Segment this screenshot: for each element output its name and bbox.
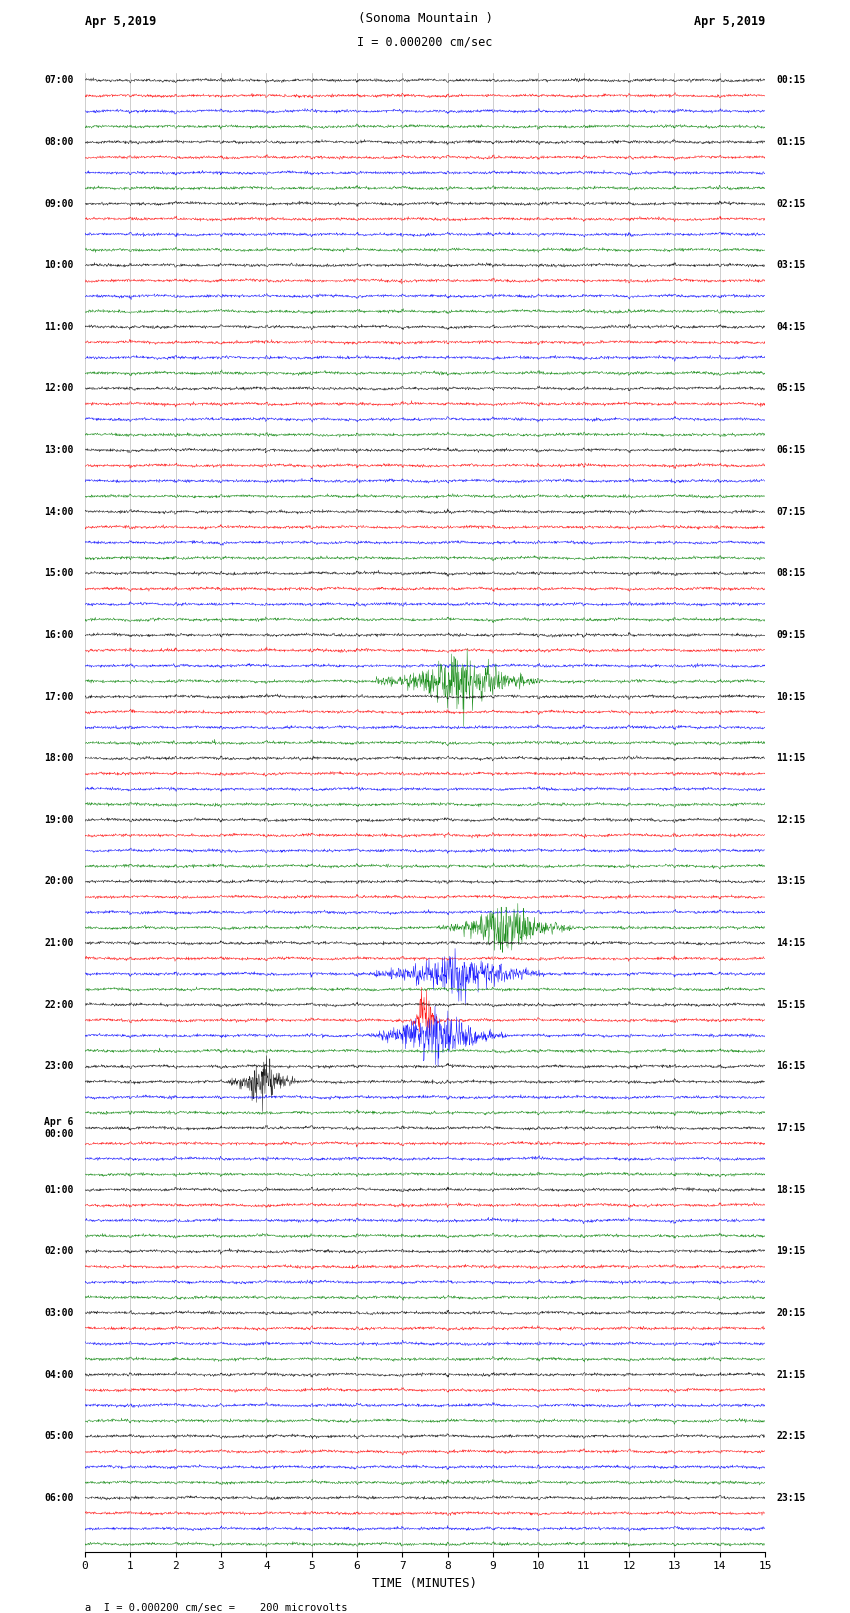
- Text: 18:00: 18:00: [44, 753, 74, 763]
- Text: 19:00: 19:00: [44, 815, 74, 824]
- Text: 13:00: 13:00: [44, 445, 74, 455]
- Text: 22:00: 22:00: [44, 1000, 74, 1010]
- Text: Apr 6
00:00: Apr 6 00:00: [44, 1118, 74, 1139]
- Text: 11:15: 11:15: [776, 753, 806, 763]
- Text: 14:00: 14:00: [44, 506, 74, 516]
- Text: 21:15: 21:15: [776, 1369, 806, 1379]
- Text: 20:15: 20:15: [776, 1308, 806, 1318]
- Text: 05:15: 05:15: [776, 384, 806, 394]
- Text: 13:15: 13:15: [776, 876, 806, 887]
- Text: 12:00: 12:00: [44, 384, 74, 394]
- Text: 09:15: 09:15: [776, 631, 806, 640]
- Text: 17:00: 17:00: [44, 692, 74, 702]
- Text: 16:15: 16:15: [776, 1061, 806, 1071]
- Text: Apr 5,2019: Apr 5,2019: [85, 15, 156, 27]
- Text: a  I = 0.000200 cm/sec =    200 microvolts: a I = 0.000200 cm/sec = 200 microvolts: [85, 1603, 348, 1613]
- Text: 01:00: 01:00: [44, 1184, 74, 1195]
- Text: 16:00: 16:00: [44, 631, 74, 640]
- Text: 07:15: 07:15: [776, 506, 806, 516]
- Text: 18:15: 18:15: [776, 1184, 806, 1195]
- Text: 15:00: 15:00: [44, 568, 74, 579]
- Text: 07:00: 07:00: [44, 76, 74, 85]
- Text: 03:00: 03:00: [44, 1308, 74, 1318]
- Text: 06:15: 06:15: [776, 445, 806, 455]
- Text: 21:00: 21:00: [44, 939, 74, 948]
- Text: 14:15: 14:15: [776, 939, 806, 948]
- Text: 09:00: 09:00: [44, 198, 74, 208]
- Text: 10:15: 10:15: [776, 692, 806, 702]
- Text: 00:15: 00:15: [776, 76, 806, 85]
- Text: 19:15: 19:15: [776, 1247, 806, 1257]
- Text: Apr 5,2019: Apr 5,2019: [694, 15, 765, 27]
- Text: 05:00: 05:00: [44, 1431, 74, 1440]
- Text: 06:00: 06:00: [44, 1492, 74, 1503]
- Text: 04:00: 04:00: [44, 1369, 74, 1379]
- Text: 20:00: 20:00: [44, 876, 74, 887]
- Text: 23:00: 23:00: [44, 1061, 74, 1071]
- Text: 08:15: 08:15: [776, 568, 806, 579]
- Text: 02:15: 02:15: [776, 198, 806, 208]
- Text: 02:00: 02:00: [44, 1247, 74, 1257]
- Text: 11:00: 11:00: [44, 323, 74, 332]
- Text: 04:15: 04:15: [776, 323, 806, 332]
- Text: 12:15: 12:15: [776, 815, 806, 824]
- Text: 03:15: 03:15: [776, 260, 806, 271]
- Text: (Sonoma Mountain ): (Sonoma Mountain ): [358, 13, 492, 26]
- Text: 23:15: 23:15: [776, 1492, 806, 1503]
- Text: 01:15: 01:15: [776, 137, 806, 147]
- Text: 22:15: 22:15: [776, 1431, 806, 1440]
- Text: 08:00: 08:00: [44, 137, 74, 147]
- Text: 17:15: 17:15: [776, 1123, 806, 1132]
- Text: 10:00: 10:00: [44, 260, 74, 271]
- Text: I = 0.000200 cm/sec: I = 0.000200 cm/sec: [357, 35, 493, 48]
- X-axis label: TIME (MINUTES): TIME (MINUTES): [372, 1578, 478, 1590]
- Text: 15:15: 15:15: [776, 1000, 806, 1010]
